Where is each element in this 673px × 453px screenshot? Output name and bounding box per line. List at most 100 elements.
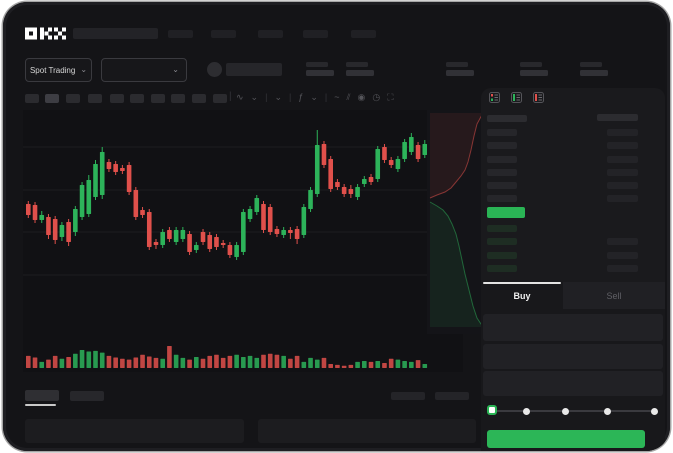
timeframe-pill[interactable] — [192, 94, 206, 103]
book-view-bids-icon[interactable] — [511, 92, 522, 103]
slider-stop-dot[interactable] — [604, 408, 611, 415]
snapshot-icon[interactable]: ◉ — [357, 92, 366, 102]
timeframe-pill[interactable] — [66, 94, 80, 103]
ask-row[interactable] — [481, 179, 665, 192]
bid-price-bar — [487, 225, 517, 232]
bid-price-bar — [487, 251, 517, 259]
amount-slider-handle[interactable] — [487, 405, 497, 415]
bottom-tab[interactable] — [70, 391, 104, 401]
ask-amount-bar — [607, 142, 638, 150]
bid-price-bar — [487, 238, 517, 246]
book-header-amount-col — [597, 114, 638, 121]
book-view-asks-icon[interactable] — [533, 92, 544, 103]
candle-style-chevron[interactable]: ⌄ — [250, 92, 259, 102]
pair-name-placeholder — [226, 63, 282, 76]
ask-rows — [481, 126, 665, 206]
slider-stop-dot[interactable] — [651, 408, 658, 415]
tab-sell[interactable]: Sell — [563, 282, 665, 309]
stat-label-placeholder — [446, 62, 468, 67]
book-view-combined-icon[interactable] — [489, 92, 500, 103]
compare-icon[interactable]: ⫽ — [346, 92, 351, 102]
timeframe-pill[interactable] — [151, 94, 165, 103]
timeframe-pill[interactable] — [130, 94, 144, 103]
line-tool-icon[interactable]: ~ — [334, 92, 340, 102]
ask-amount-bar — [607, 155, 638, 163]
timeframe-pill[interactable] — [25, 94, 39, 103]
ask-row[interactable] — [481, 126, 665, 139]
bid-amount-bar — [607, 238, 638, 246]
divider: | — [265, 92, 268, 102]
nav-item[interactable] — [303, 30, 328, 38]
nav-item[interactable] — [211, 30, 236, 38]
candle-style-icon[interactable]: ∿ — [236, 92, 244, 102]
tab-buy[interactable]: Buy — [481, 282, 563, 309]
stat-value-placeholder — [346, 70, 374, 76]
timeframe-pill[interactable] — [171, 94, 185, 103]
coin-icon — [207, 62, 222, 77]
stat-value-placeholder — [446, 70, 474, 76]
nav-search-placeholder[interactable] — [73, 28, 158, 39]
bid-row[interactable] — [481, 249, 665, 262]
bid-row[interactable] — [481, 262, 665, 275]
buy-submit-button[interactable] — [487, 430, 645, 448]
stat-value-placeholder — [580, 70, 608, 76]
history-icon[interactable]: ◷ — [372, 92, 381, 102]
bid-price-bar — [487, 264, 517, 272]
trade-tabs: Buy Sell — [481, 282, 665, 309]
amount-slider-track[interactable] — [491, 410, 655, 412]
orders-table-placeholder — [25, 419, 244, 443]
indicators-chevron[interactable]: ⌄ — [310, 92, 318, 102]
last-price-bar[interactable] — [487, 207, 525, 218]
bid-row[interactable] — [481, 235, 665, 248]
chevron-down-icon: ⌄ — [172, 64, 179, 74]
overlay-chevron[interactable]: ⌄ — [274, 92, 282, 102]
stat-label-placeholder — [580, 62, 602, 67]
history-table-placeholder — [258, 419, 476, 443]
ask-price-bar — [487, 195, 517, 203]
stat-label-placeholder — [346, 62, 368, 67]
ask-row[interactable] — [481, 166, 665, 179]
nav-item[interactable] — [258, 30, 283, 38]
bid-amount-bar — [607, 251, 638, 259]
timeframe-pill[interactable] — [213, 94, 227, 103]
ask-row[interactable] — [481, 153, 665, 166]
bottom-tab-underline — [25, 404, 56, 406]
stat-value-placeholder — [306, 70, 334, 76]
bottom-tab-active[interactable] — [25, 390, 59, 401]
nav-item[interactable] — [351, 30, 376, 38]
book-header-price-col — [487, 115, 527, 122]
ask-row[interactable] — [481, 139, 665, 152]
bid-rows — [481, 222, 665, 275]
ask-amount-bar — [607, 182, 638, 190]
slider-stop-dot[interactable] — [562, 408, 569, 415]
indicators-icon[interactable]: ƒ — [298, 92, 304, 102]
slider-stop-dot[interactable] — [523, 408, 530, 415]
timeframe-pill[interactable] — [110, 94, 124, 103]
nav-item[interactable] — [168, 30, 193, 38]
candlestick-series — [26, 130, 428, 260]
okx-logo — [25, 27, 66, 40]
pair-select[interactable]: ⌄ — [101, 58, 187, 82]
price-field[interactable] — [483, 314, 663, 341]
candlestick-chart[interactable] — [23, 110, 463, 372]
ask-price-bar — [487, 142, 517, 150]
ask-amount-bar — [607, 168, 638, 176]
market-type-selector[interactable]: Spot Trading ⌄ — [25, 58, 92, 82]
fullscreen-icon[interactable]: ⛶ — [387, 92, 394, 102]
amount-field[interactable] — [483, 344, 663, 369]
timeframe-pill[interactable] — [88, 94, 102, 103]
depth-profile-chart — [427, 110, 483, 334]
bottom-action-placeholder[interactable] — [391, 392, 425, 400]
toolbar-divider: | — [229, 91, 232, 102]
timeframe-pill[interactable] — [45, 94, 59, 103]
total-field[interactable] — [483, 371, 663, 396]
ask-amount-bar — [607, 195, 638, 203]
ask-row[interactable] — [481, 192, 665, 205]
chevron-down-icon: ⌄ — [80, 64, 88, 74]
order-form — [481, 309, 665, 451]
bid-row[interactable] — [481, 222, 665, 235]
bottom-action-placeholder[interactable] — [435, 392, 469, 400]
ask-price-bar — [487, 129, 517, 136]
ask-price-bar — [487, 168, 517, 176]
stat-label-placeholder — [520, 62, 542, 67]
